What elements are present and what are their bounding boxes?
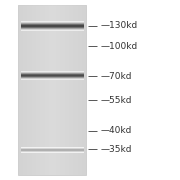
Text: —130kd: —130kd <box>101 21 138 30</box>
Text: —70kd: —70kd <box>101 72 132 81</box>
Bar <box>18 5 86 175</box>
Text: —55kd: —55kd <box>101 96 132 105</box>
Text: —100kd: —100kd <box>101 42 138 51</box>
Text: —35kd: —35kd <box>101 145 132 154</box>
Text: —40kd: —40kd <box>101 126 132 135</box>
